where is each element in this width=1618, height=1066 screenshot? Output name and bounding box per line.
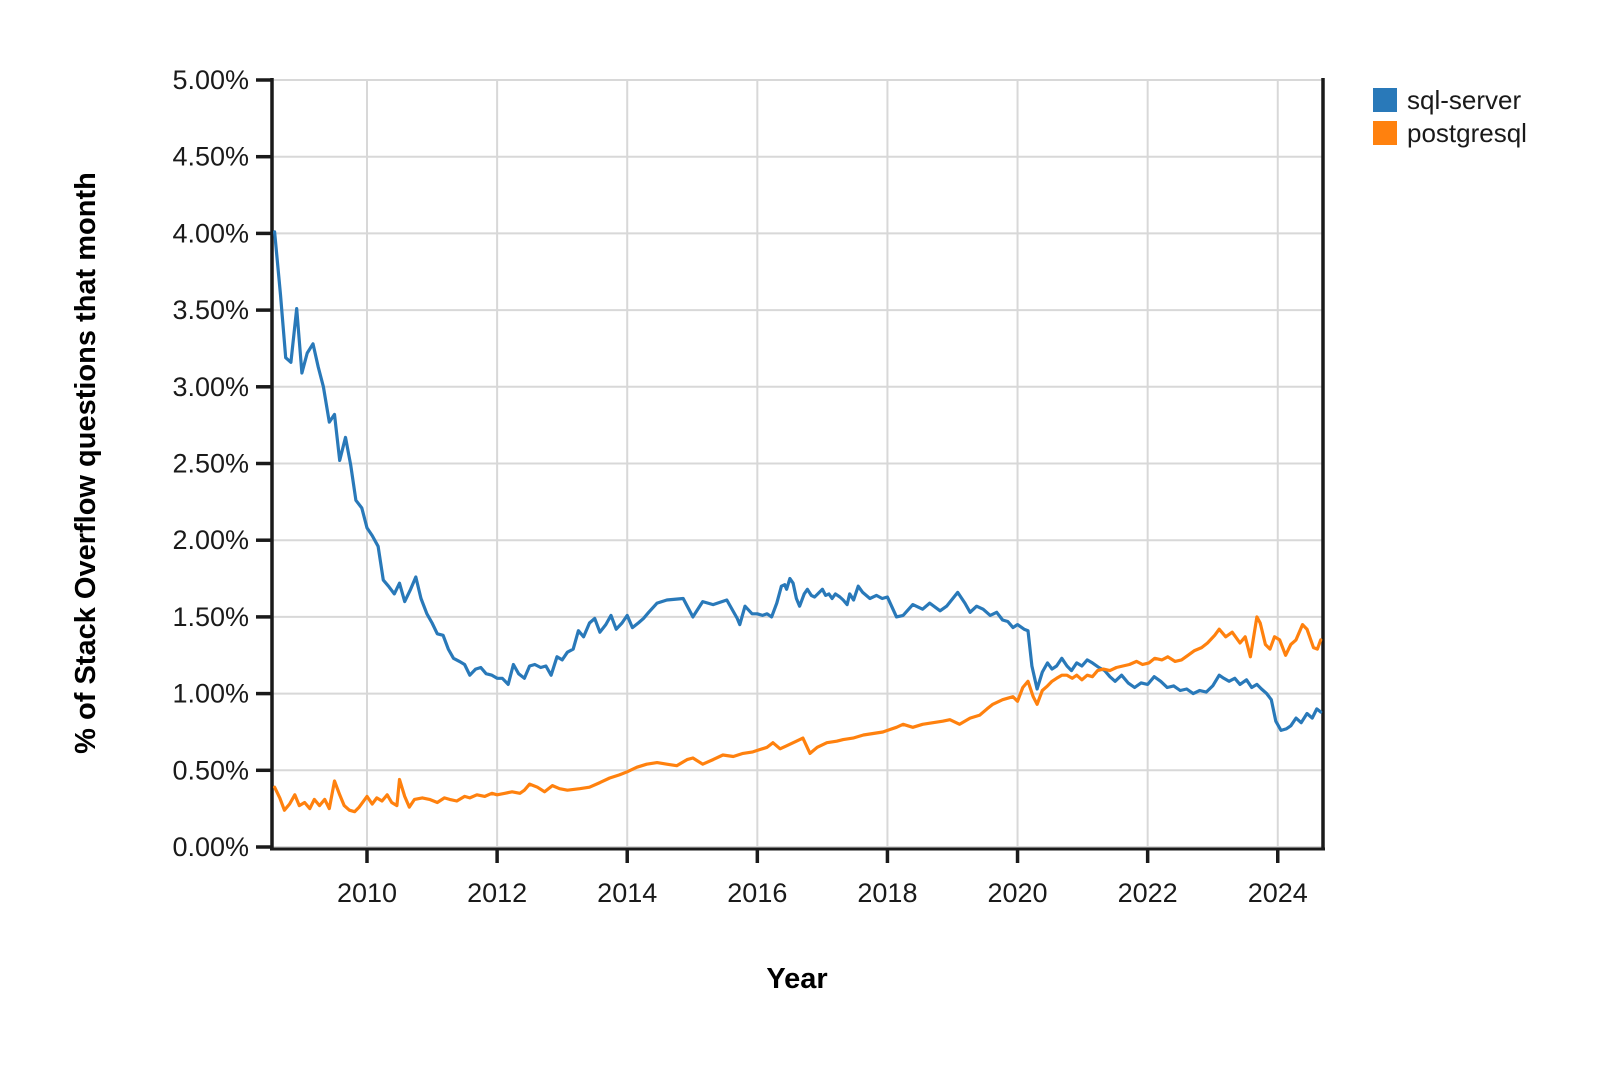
legend-swatch-postgresql (1373, 121, 1397, 145)
series-line-sql-server (273, 230, 1323, 733)
y-tick-label-4.50%: 4.50% (172, 142, 249, 172)
x-tick-label-2010: 2010 (337, 878, 397, 908)
x-tick-label-2014: 2014 (597, 878, 657, 908)
y-tick-label-1.00%: 1.00% (172, 679, 249, 709)
legend-swatch-sql-server (1373, 88, 1397, 112)
x-tick-label-2018: 2018 (857, 878, 917, 908)
axes: 0.00% 0.50% 1.00% 1.50% 2.00% 2.50% 3.00% 3.50%… (172, 65, 1325, 908)
y-tick-label-0.50%: 0.50% (172, 755, 249, 785)
legend-label-postgresql: postgresql (1407, 118, 1527, 148)
x-tick-label-2024: 2024 (1248, 878, 1308, 908)
y-tick-label-2.50%: 2.50% (172, 449, 249, 479)
y-axis-title: % of Stack Overflow questions that month (70, 172, 102, 754)
x-axis-title: Year (766, 963, 827, 995)
y-tick-label-5.00%: 5.00% (172, 65, 249, 95)
x-tick-label-2012: 2012 (467, 878, 527, 908)
y-tick-label-0.00%: 0.00% (172, 832, 249, 862)
y-tick-label-4.00%: 4.00% (172, 218, 249, 248)
legend-label-sql-server: sql-server (1407, 85, 1521, 115)
gridlines (273, 79, 1322, 848)
x-tick-label-2016: 2016 (727, 878, 787, 908)
y-tick-label-2.00%: 2.00% (172, 525, 249, 555)
y-tick-label-3.50%: 3.50% (172, 295, 249, 325)
x-tick-label-2020: 2020 (988, 878, 1048, 908)
x-tick-label-2022: 2022 (1118, 878, 1178, 908)
series-lines (273, 230, 1323, 814)
series-line-postgresql (273, 615, 1323, 814)
y-tick-label-3.00%: 3.00% (172, 372, 249, 402)
y-tick-label-1.50%: 1.50% (172, 602, 249, 632)
